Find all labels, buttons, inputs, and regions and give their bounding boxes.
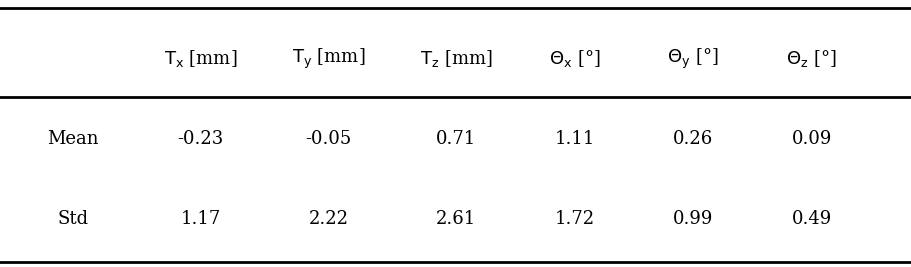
Text: 1.11: 1.11	[554, 130, 594, 148]
Text: 0.26: 0.26	[672, 130, 712, 148]
Text: -0.05: -0.05	[305, 130, 351, 148]
Text: 2.61: 2.61	[435, 210, 476, 228]
Text: 0.49: 0.49	[791, 210, 831, 228]
Text: 1.17: 1.17	[180, 210, 220, 228]
Text: $\mathrm{\Theta_z}$ [°]: $\mathrm{\Theta_z}$ [°]	[785, 48, 836, 69]
Text: 0.99: 0.99	[672, 210, 712, 228]
Text: 0.09: 0.09	[791, 130, 831, 148]
Text: 1.72: 1.72	[554, 210, 594, 228]
Text: 2.22: 2.22	[308, 210, 348, 228]
Text: -0.23: -0.23	[178, 130, 223, 148]
Text: $\mathrm{\Theta_y}$ [°]: $\mathrm{\Theta_y}$ [°]	[667, 47, 718, 71]
Text: 0.71: 0.71	[435, 130, 476, 148]
Text: $\mathrm{T_y}$ [mm]: $\mathrm{T_y}$ [mm]	[292, 47, 364, 71]
Text: $\mathrm{T_z}$ [mm]: $\mathrm{T_z}$ [mm]	[419, 48, 492, 69]
Text: Mean: Mean	[47, 130, 98, 148]
Text: Std: Std	[57, 210, 88, 228]
Text: $\mathrm{\Theta_x}$ [°]: $\mathrm{\Theta_x}$ [°]	[548, 48, 599, 69]
Text: $\mathrm{T_x}$ [mm]: $\mathrm{T_x}$ [mm]	[164, 48, 237, 69]
